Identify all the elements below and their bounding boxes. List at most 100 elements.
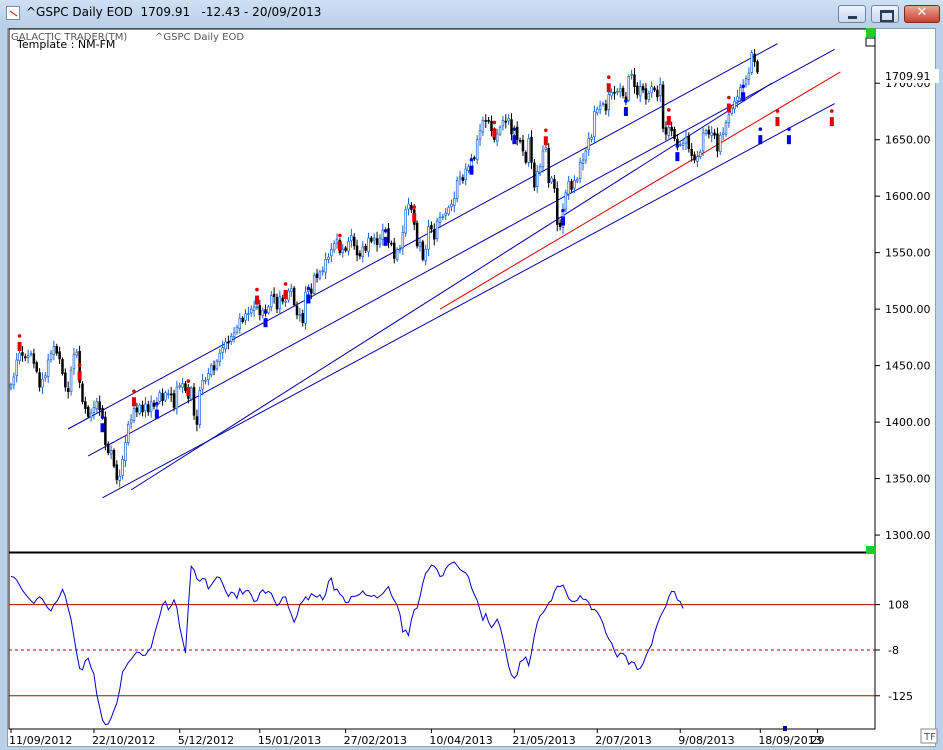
- oscillator-line: [10, 561, 684, 726]
- osc-tick-label: -125: [888, 690, 913, 703]
- candle-body: [227, 341, 230, 344]
- red-signal-dot: [338, 233, 342, 238]
- candle-body: [132, 408, 136, 421]
- symbol-label: ^GSPC Daily EOD: [155, 32, 244, 43]
- candle-body: [558, 222, 562, 228]
- candle-body: [109, 449, 113, 455]
- candle-body: [169, 393, 173, 396]
- candle-body: [424, 248, 427, 262]
- chart-app-icon[interactable]: [6, 6, 20, 20]
- red-signal-bar: [254, 295, 259, 305]
- candle-body: [392, 242, 396, 259]
- candle-body: [38, 372, 41, 388]
- candle-body: [621, 87, 625, 96]
- candle-body: [144, 403, 147, 411]
- candle-body: [398, 248, 402, 251]
- candle-body: [198, 390, 202, 425]
- red-signal-dot: [830, 109, 834, 113]
- red-signal-dot: [544, 128, 548, 133]
- candle-body: [544, 147, 548, 150]
- candle-body: [498, 126, 502, 135]
- maximize-button[interactable]: [871, 5, 899, 23]
- red-signal-bar: [829, 117, 834, 127]
- candle-body: [521, 139, 525, 152]
- blue-signal-bar: [560, 216, 565, 226]
- price-tick-label: 1400.00: [885, 416, 931, 429]
- candle-body: [678, 143, 682, 146]
- candle-body: [638, 86, 642, 97]
- candle-body: [727, 114, 731, 124]
- candle-body: [644, 88, 648, 100]
- candle-body: [278, 296, 282, 309]
- candle-body: [318, 271, 322, 279]
- candle-body: [553, 179, 556, 189]
- candle-body: [435, 220, 439, 239]
- candle-body: [249, 308, 253, 314]
- tf-button[interactable]: [920, 728, 938, 744]
- channel-mid-upper: [87, 48, 835, 457]
- channel-upper: [67, 43, 778, 430]
- candle-body: [112, 449, 116, 467]
- candle-body: [118, 475, 121, 481]
- red-signal-dot: [17, 334, 22, 338]
- tf-label: TF: [923, 732, 936, 743]
- blue-signal-dot: [100, 415, 105, 420]
- candle-body: [21, 352, 24, 356]
- candle-body: [29, 352, 33, 355]
- candle-body: [175, 386, 179, 409]
- candle-body: [301, 313, 304, 324]
- red-signal-bar: [726, 103, 731, 113]
- candle-body: [95, 401, 99, 410]
- channel-lower: [130, 82, 773, 491]
- candle-body: [124, 442, 127, 462]
- price-tick-label: 1500.00: [885, 303, 931, 316]
- candle-body: [730, 107, 733, 114]
- candle-body: [581, 159, 585, 164]
- scale-toggle-icon[interactable]: [865, 37, 876, 47]
- candle-body: [141, 404, 144, 413]
- candle-body: [395, 248, 399, 261]
- green-badge-top: [866, 28, 875, 37]
- red-signal-bar: [775, 117, 780, 127]
- candle-body: [261, 309, 264, 316]
- candle-body: [270, 295, 273, 308]
- candle-body: [287, 290, 290, 301]
- blue-signal-dot: [469, 157, 474, 162]
- candle-body: [421, 241, 425, 260]
- candle-body: [101, 407, 104, 417]
- candle-body: [92, 407, 96, 413]
- candle-body: [164, 392, 167, 401]
- candle-body: [590, 137, 593, 140]
- candle-body: [49, 352, 53, 360]
- candle-body: [378, 237, 382, 245]
- candle-body: [86, 406, 90, 417]
- close-button[interactable]: ✕: [904, 5, 940, 23]
- candle-body: [438, 217, 442, 223]
- candle-body: [641, 86, 645, 91]
- candle-body: [89, 412, 93, 418]
- candle-body: [478, 130, 482, 140]
- candle-body: [215, 360, 219, 370]
- candle-body: [370, 237, 373, 242]
- candle-body: [401, 231, 405, 249]
- blue-signal-bar: [100, 423, 105, 433]
- candle-body: [104, 416, 107, 446]
- candle-body: [407, 203, 410, 210]
- candle-body: [484, 120, 488, 122]
- blue-signal-dot: [383, 229, 388, 233]
- system-label: GALACTIC TRADER(TM): [11, 32, 127, 43]
- candle-body: [430, 224, 433, 230]
- red-signal-dot: [606, 75, 611, 80]
- candle-body: [658, 83, 662, 96]
- candle-body: [72, 353, 76, 370]
- maximize-icon: [880, 10, 894, 22]
- candle-body: [567, 181, 570, 195]
- minimize-button[interactable]: [838, 5, 866, 23]
- date-tick-label: 18/09/2013: [758, 734, 821, 747]
- candle-body: [181, 383, 184, 388]
- candle-body: [212, 365, 216, 371]
- red-signal-bar: [77, 371, 82, 381]
- candle-body: [447, 207, 450, 215]
- price-tick-label: 1450.00: [885, 360, 931, 373]
